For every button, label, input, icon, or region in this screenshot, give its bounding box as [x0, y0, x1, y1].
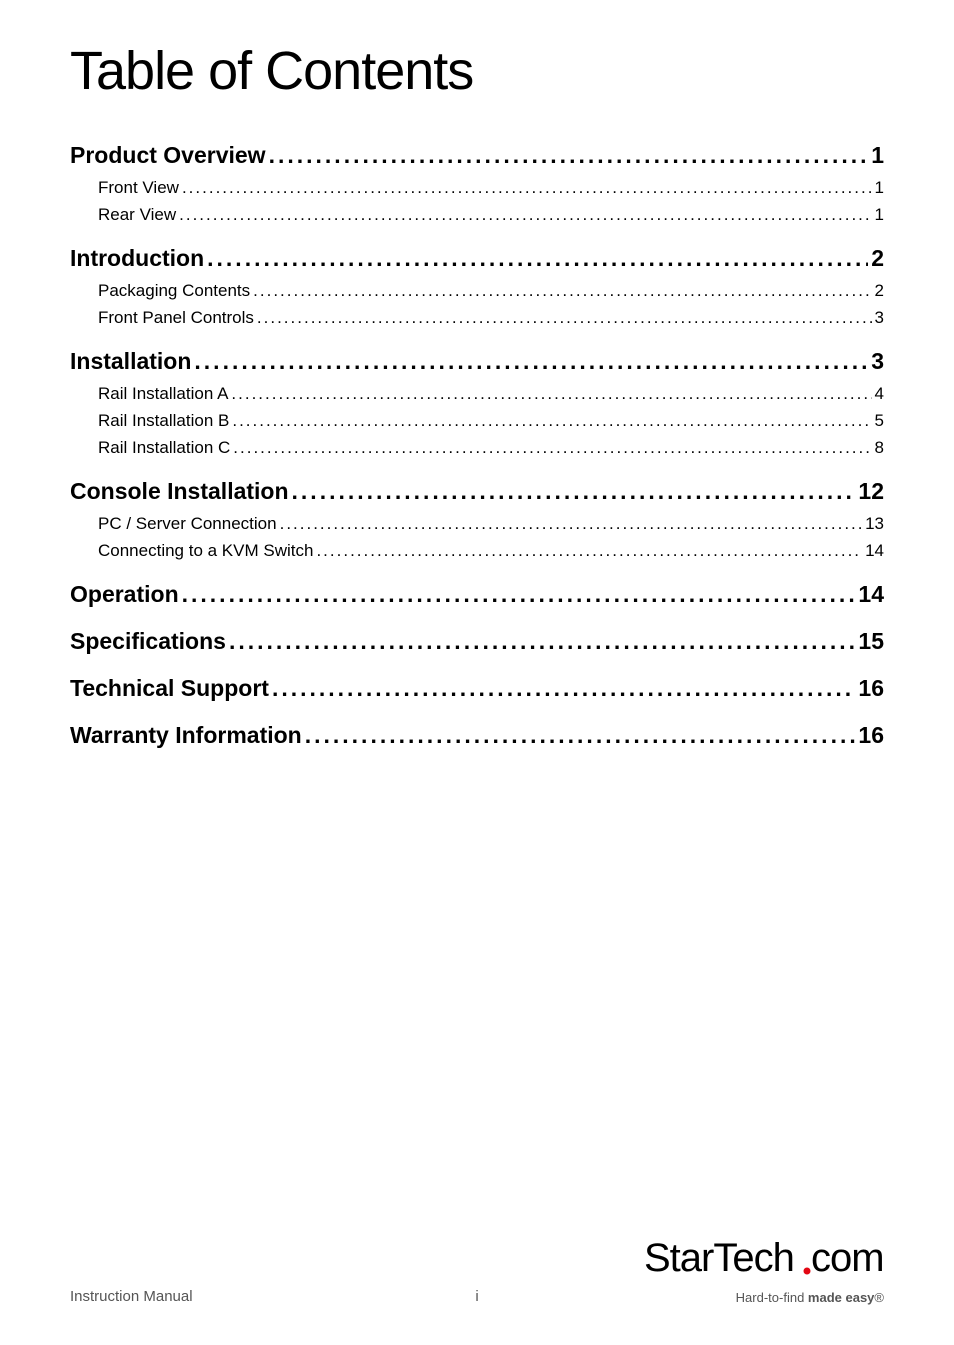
toc-label: Installation: [70, 348, 191, 375]
toc-dots: [280, 514, 862, 531]
toc-page: 5: [875, 411, 884, 431]
toc-dots: [316, 541, 862, 558]
toc-label: Specifications: [70, 628, 226, 655]
toc-entry-level-2[interactable]: Rear View 1: [70, 205, 884, 225]
toc-label: Front View: [98, 178, 179, 198]
toc-dots: [179, 205, 871, 222]
footer-left-text: Instruction Manual: [70, 1288, 193, 1305]
page-number: i: [475, 1288, 478, 1305]
toc-page: 14: [858, 581, 884, 608]
toc-section: Specifications 15: [70, 628, 884, 655]
toc-dots: [182, 581, 856, 604]
toc-label: Rear View: [98, 205, 176, 225]
toc-section: Operation 14: [70, 581, 884, 608]
toc-label: Rail Installation A: [98, 384, 228, 404]
toc-page: 16: [858, 675, 884, 702]
toc-entry-level-2[interactable]: PC / Server Connection 13: [70, 514, 884, 534]
toc-section: Console Installation 12 PC / Server Connec…: [70, 478, 884, 561]
toc-entry-level-1[interactable]: Console Installation 12: [70, 478, 884, 505]
toc-label: Technical Support: [70, 675, 269, 702]
toc-page: 2: [871, 245, 884, 272]
toc-label: Operation: [70, 581, 179, 608]
toc-dots: [233, 438, 871, 455]
tagline-bold: made easy: [808, 1290, 875, 1305]
toc-page: 2: [875, 281, 884, 301]
toc-page: 14: [865, 541, 884, 561]
toc-label: Connecting to a KVM Switch: [98, 541, 313, 561]
logo-tagline: Hard-to-find made easy®: [644, 1290, 884, 1305]
toc-entry-level-2[interactable]: Front View 1: [70, 178, 884, 198]
table-of-contents: Product Overview 1 Front View 1 Rear View 1 In…: [70, 142, 884, 749]
toc-entry-level-1[interactable]: Specifications 15: [70, 628, 884, 655]
toc-label: Warranty Information: [70, 722, 302, 749]
toc-entry-level-2[interactable]: Rail Installation B 5: [70, 411, 884, 431]
toc-dots: [194, 348, 868, 371]
toc-section: Introduction 2 Packaging Contents 2 Front Pa…: [70, 245, 884, 328]
toc-label: Rail Installation C: [98, 438, 230, 458]
tagline-trademark: ®: [874, 1290, 884, 1305]
toc-dots: [292, 478, 856, 501]
toc-entry-level-2[interactable]: Connecting to a KVM Switch 14: [70, 541, 884, 561]
toc-label: Introduction: [70, 245, 204, 272]
toc-dots: [253, 281, 871, 298]
toc-entry-level-1[interactable]: Operation 14: [70, 581, 884, 608]
toc-dots: [229, 628, 855, 651]
toc-entry-level-1[interactable]: Installation 3: [70, 348, 884, 375]
toc-label: Rail Installation B: [98, 411, 229, 431]
svg-text:StarTech: StarTech: [644, 1236, 794, 1280]
toc-page: 1: [871, 142, 884, 169]
toc-entry-level-1[interactable]: Technical Support 16: [70, 675, 884, 702]
toc-label: PC / Server Connection: [98, 514, 277, 534]
page-title: Table of Contents: [70, 40, 884, 102]
toc-section: Installation 3Rail Installation A4Rail I…: [70, 348, 884, 458]
toc-page: 8: [875, 438, 884, 458]
toc-dots: [231, 384, 871, 401]
toc-dots: [207, 245, 868, 268]
toc-page: 1: [875, 178, 884, 198]
toc-dots: [305, 722, 856, 745]
footer-logo: StarTech com Hard-to-find made easy®: [644, 1235, 884, 1305]
tagline-pre: Hard-to-find: [736, 1290, 808, 1305]
toc-page: 12: [858, 478, 884, 505]
toc-section: Technical Support 16: [70, 675, 884, 702]
toc-page: 3: [871, 348, 884, 375]
toc-entry-level-1[interactable]: Product Overview 1: [70, 142, 884, 169]
toc-section: Warranty Information 16: [70, 722, 884, 749]
toc-entry-level-1[interactable]: Introduction 2: [70, 245, 884, 272]
toc-label: Product Overview: [70, 142, 266, 169]
toc-page: 1: [875, 205, 884, 225]
toc-entry-level-2[interactable]: Rail Installation C 8: [70, 438, 884, 458]
toc-page: 16: [858, 722, 884, 749]
toc-entry-level-1[interactable]: Warranty Information 16: [70, 722, 884, 749]
toc-dots: [272, 675, 855, 698]
toc-page: 15: [858, 628, 884, 655]
toc-page: 4: [875, 384, 884, 404]
toc-page: 3: [875, 308, 884, 328]
toc-label: Console Installation: [70, 478, 289, 505]
startech-logo-icon: StarTech com: [644, 1235, 884, 1281]
toc-dots: [269, 142, 869, 165]
toc-label: Packaging Contents: [98, 281, 250, 301]
logo-brand-text: StarTech com: [644, 1235, 884, 1288]
toc-entry-level-2[interactable]: Front Panel Controls 3: [70, 308, 884, 328]
toc-dots: [232, 411, 871, 428]
svg-text:com: com: [811, 1236, 884, 1280]
toc-dots: [182, 178, 872, 195]
toc-entry-level-2[interactable]: Rail Installation A 4: [70, 384, 884, 404]
toc-page: 13: [865, 514, 884, 534]
toc-section: Product Overview 1 Front View 1 Rear View 1: [70, 142, 884, 225]
toc-dots: [257, 308, 872, 325]
toc-label: Front Panel Controls: [98, 308, 254, 328]
toc-entry-level-2[interactable]: Packaging Contents 2: [70, 281, 884, 301]
